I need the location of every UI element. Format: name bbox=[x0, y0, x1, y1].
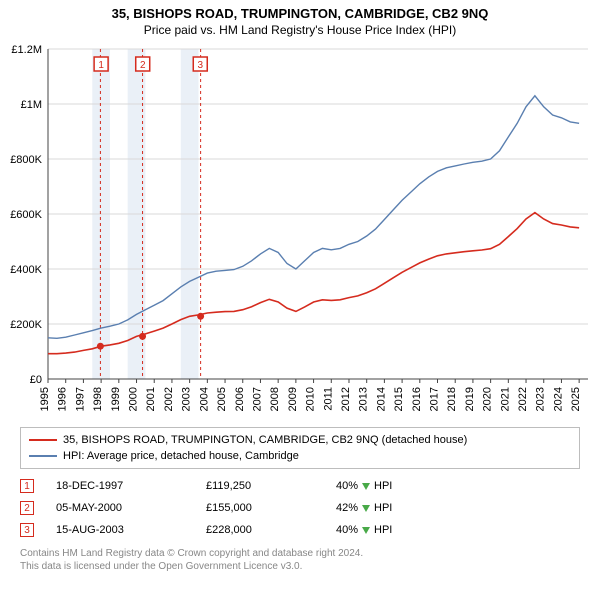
sale-date: 18-DEC-1997 bbox=[56, 480, 206, 492]
svg-text:2: 2 bbox=[140, 60, 146, 71]
svg-text:£0: £0 bbox=[30, 374, 42, 386]
sale-marker-icon: 2 bbox=[20, 501, 34, 515]
svg-text:2014: 2014 bbox=[375, 387, 387, 411]
svg-text:2004: 2004 bbox=[198, 387, 210, 411]
svg-text:3: 3 bbox=[197, 60, 203, 71]
svg-text:2018: 2018 bbox=[446, 387, 458, 411]
sale-hpi: 42% HPI bbox=[336, 502, 456, 514]
sale-hpi-label: HPI bbox=[374, 502, 392, 514]
legend-label: HPI: Average price, detached house, Camb… bbox=[63, 448, 299, 464]
svg-text:£800K: £800K bbox=[10, 154, 42, 166]
svg-text:£600K: £600K bbox=[10, 209, 42, 221]
svg-text:2016: 2016 bbox=[411, 387, 423, 411]
svg-text:1997: 1997 bbox=[74, 387, 86, 411]
svg-text:1999: 1999 bbox=[110, 387, 122, 411]
svg-text:2022: 2022 bbox=[517, 387, 529, 411]
legend-row-property: 35, BISHOPS ROAD, TRUMPINGTON, CAMBRIDGE… bbox=[29, 432, 571, 448]
legend-swatch bbox=[29, 439, 57, 441]
sale-date: 05-MAY-2000 bbox=[56, 502, 206, 514]
svg-text:2009: 2009 bbox=[287, 387, 299, 411]
attribution: Contains HM Land Registry data © Crown c… bbox=[20, 547, 580, 573]
svg-text:2001: 2001 bbox=[145, 387, 157, 411]
svg-text:2019: 2019 bbox=[464, 387, 476, 411]
legend-row-hpi: HPI: Average price, detached house, Camb… bbox=[29, 448, 571, 464]
svg-text:2003: 2003 bbox=[181, 387, 193, 411]
svg-text:2025: 2025 bbox=[570, 387, 582, 411]
sale-hpi: 40% HPI bbox=[336, 480, 456, 492]
svg-text:2020: 2020 bbox=[482, 387, 494, 411]
svg-text:£1.2M: £1.2M bbox=[11, 44, 42, 56]
legend-swatch bbox=[29, 455, 57, 457]
sale-price: £228,000 bbox=[206, 524, 336, 536]
svg-text:2005: 2005 bbox=[216, 387, 228, 411]
attribution-line: Contains HM Land Registry data © Crown c… bbox=[20, 547, 580, 560]
svg-text:2013: 2013 bbox=[358, 387, 370, 411]
svg-text:1998: 1998 bbox=[92, 387, 104, 411]
arrow-down-icon bbox=[362, 527, 370, 534]
svg-text:2023: 2023 bbox=[535, 387, 547, 411]
chart-area: £0 £200K £400K £600K £800K £1M £1.2M 1995 1996 19… bbox=[0, 43, 600, 423]
svg-text:2011: 2011 bbox=[322, 387, 334, 411]
line-chart-svg: £0 £200K £400K £600K £800K £1M £1.2M 1995 1996 19… bbox=[0, 43, 600, 423]
svg-text:2021: 2021 bbox=[499, 387, 511, 411]
arrow-down-icon bbox=[362, 483, 370, 490]
attribution-line: This data is licensed under the Open Gov… bbox=[20, 560, 580, 573]
arrow-down-icon bbox=[362, 505, 370, 512]
sale-price: £119,250 bbox=[206, 480, 336, 492]
chart-title: 35, BISHOPS ROAD, TRUMPINGTON, CAMBRIDGE… bbox=[10, 6, 590, 21]
svg-text:£400K: £400K bbox=[10, 264, 42, 276]
sale-hpi-label: HPI bbox=[374, 480, 392, 492]
sale-row: 3 15-AUG-2003 £228,000 40% HPI bbox=[20, 519, 580, 541]
svg-text:2015: 2015 bbox=[393, 387, 405, 411]
chart-subtitle: Price paid vs. HM Land Registry's House … bbox=[10, 23, 590, 37]
sale-marker-icon: 1 bbox=[20, 479, 34, 493]
sale-hpi-pct: 40% bbox=[336, 480, 358, 492]
sale-hpi-pct: 42% bbox=[336, 502, 358, 514]
svg-text:1995: 1995 bbox=[39, 387, 51, 411]
legend-label: 35, BISHOPS ROAD, TRUMPINGTON, CAMBRIDGE… bbox=[63, 432, 467, 448]
svg-text:£1M: £1M bbox=[21, 99, 42, 111]
svg-text:2002: 2002 bbox=[163, 387, 175, 411]
svg-text:2008: 2008 bbox=[269, 387, 281, 411]
svg-text:2000: 2000 bbox=[128, 387, 140, 411]
sales-table: 1 18-DEC-1997 £119,250 40% HPI 2 05-MAY-… bbox=[20, 475, 580, 541]
svg-text:2024: 2024 bbox=[552, 387, 564, 411]
svg-text:2010: 2010 bbox=[305, 387, 317, 411]
svg-text:2007: 2007 bbox=[251, 387, 263, 411]
svg-text:2006: 2006 bbox=[234, 387, 246, 411]
sale-price: £155,000 bbox=[206, 502, 336, 514]
sale-row: 1 18-DEC-1997 £119,250 40% HPI bbox=[20, 475, 580, 497]
svg-text:2012: 2012 bbox=[340, 387, 352, 411]
sale-row: 2 05-MAY-2000 £155,000 42% HPI bbox=[20, 497, 580, 519]
svg-text:1: 1 bbox=[98, 60, 104, 71]
svg-text:2017: 2017 bbox=[429, 387, 441, 411]
svg-text:£200K: £200K bbox=[10, 319, 42, 331]
sale-hpi: 40% HPI bbox=[336, 524, 456, 536]
sale-hpi-pct: 40% bbox=[336, 524, 358, 536]
legend: 35, BISHOPS ROAD, TRUMPINGTON, CAMBRIDGE… bbox=[20, 427, 580, 469]
sale-hpi-label: HPI bbox=[374, 524, 392, 536]
sale-date: 15-AUG-2003 bbox=[56, 524, 206, 536]
sale-marker-icon: 3 bbox=[20, 523, 34, 537]
svg-text:1996: 1996 bbox=[57, 387, 69, 411]
